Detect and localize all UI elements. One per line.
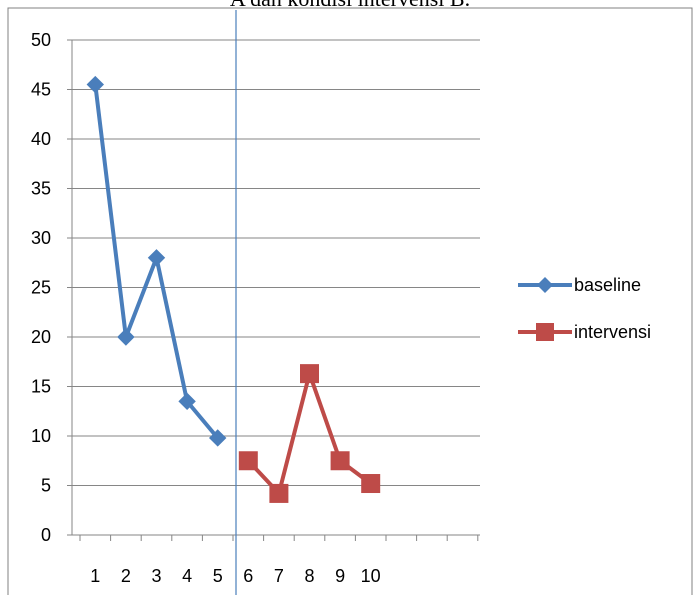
x-tick-label: 1 [90, 566, 100, 586]
legend-label-baseline: baseline [574, 275, 641, 295]
y-tick-label: 20 [31, 327, 51, 347]
legend-label-intervensi: intervensi [574, 322, 651, 342]
y-tick-label: 40 [31, 129, 51, 149]
data-point-baseline [117, 328, 135, 346]
x-tick-label: 2 [121, 566, 131, 586]
x-tick-label: 10 [361, 566, 381, 586]
y-tick-label: 25 [31, 278, 51, 298]
y-tick-label: 0 [41, 525, 51, 545]
data-point-intervensi [269, 483, 289, 503]
x-tick-label: 6 [243, 566, 253, 586]
y-tick-label: 50 [31, 30, 51, 50]
series-line-intervensi [246, 371, 372, 496]
chart-frame [7, 7, 693, 595]
x-tick-label: 7 [274, 566, 284, 586]
data-point-intervensi [361, 474, 381, 494]
x-tick-label: 8 [304, 566, 314, 586]
y-tick-label: 35 [31, 179, 51, 199]
y-tick-label: 15 [31, 377, 51, 397]
x-tick-label: 5 [213, 566, 223, 586]
y-tick-label: 45 [31, 80, 51, 100]
data-point-baseline [178, 392, 196, 411]
data-point-baseline [86, 75, 105, 94]
data-point-intervensi [330, 451, 350, 471]
data-point-intervensi [300, 364, 319, 384]
chart-caption: A dan kondisi intervensi B. [0, 0, 700, 12]
data-point-baseline [147, 249, 166, 267]
legend-marker-intervensi [536, 323, 554, 341]
x-tick-label: 3 [151, 566, 161, 586]
y-tick-label: 10 [31, 426, 51, 446]
legend-marker-baseline [537, 277, 553, 293]
x-tick-label: 4 [182, 566, 192, 586]
y-tick-label: 30 [31, 228, 51, 248]
x-tick-label: 9 [335, 566, 345, 586]
data-point-baseline [208, 429, 227, 447]
y-tick-label: 5 [41, 476, 51, 496]
data-point-intervensi [238, 451, 258, 471]
